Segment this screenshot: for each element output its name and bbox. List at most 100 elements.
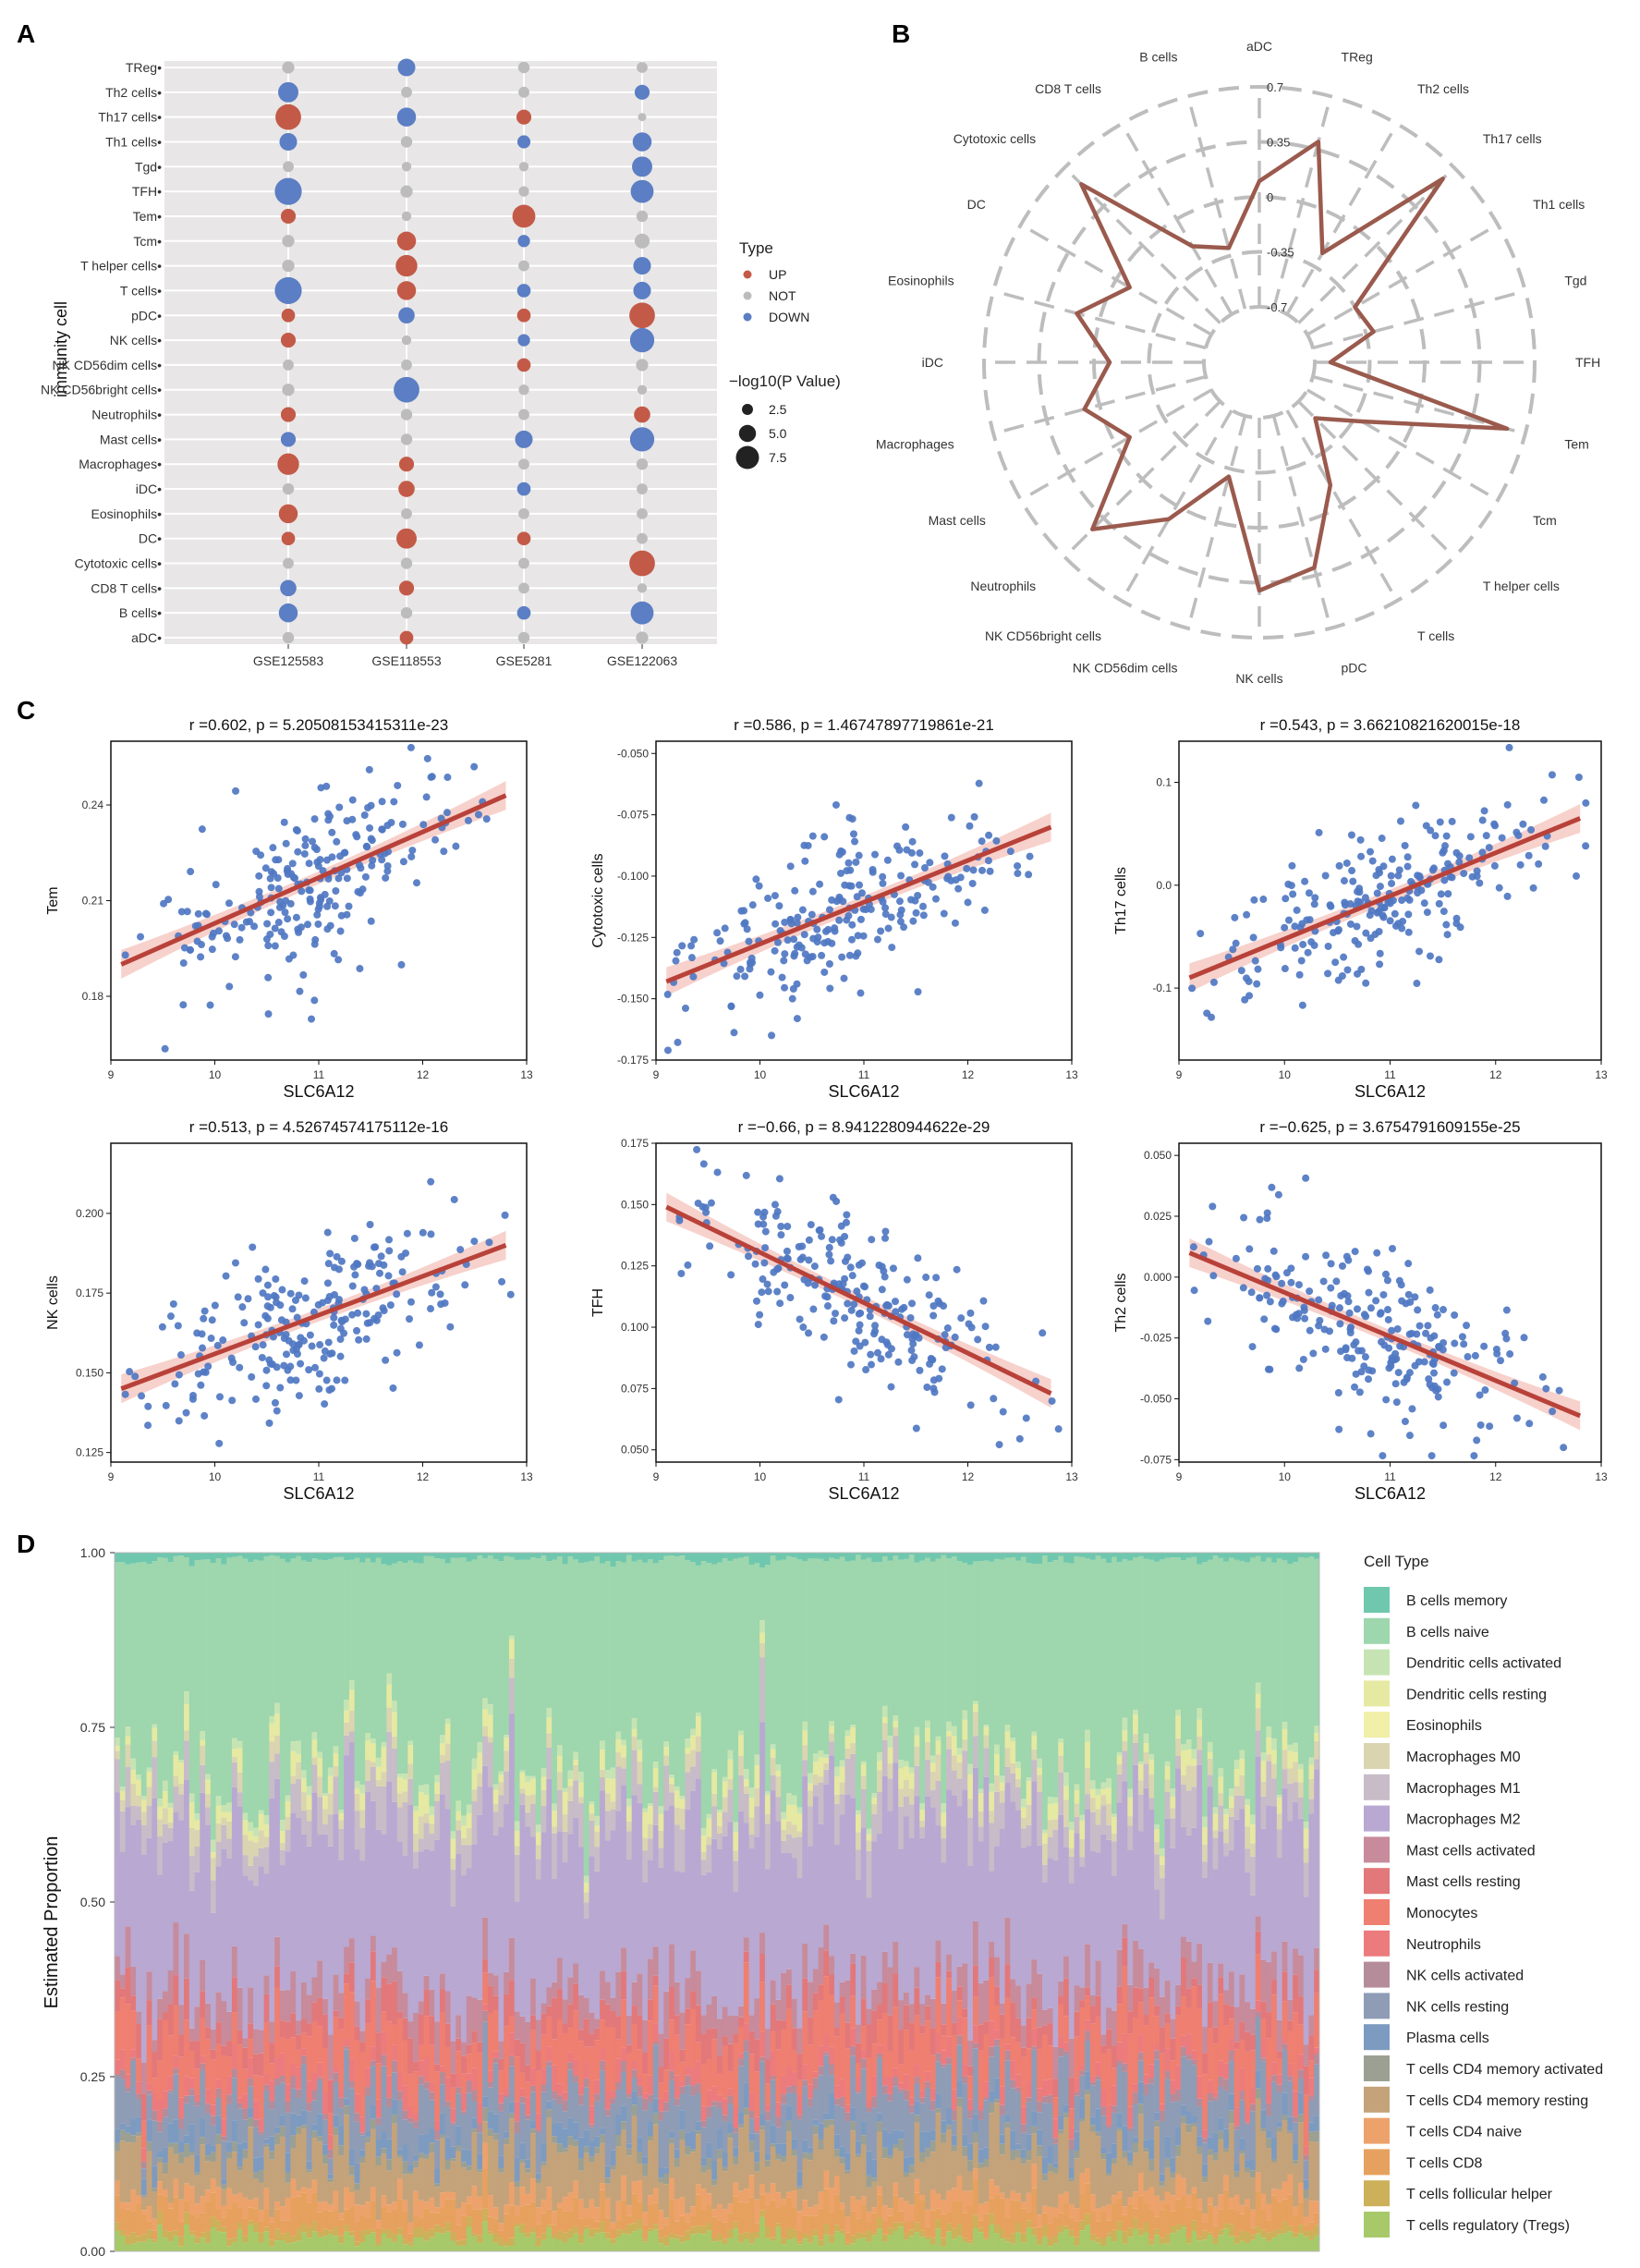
bar-segment [871,1841,878,1990]
bar-segment [200,1991,206,2018]
radar-spoke [1063,400,1221,558]
bar-segment [903,2157,910,2173]
bar-segment [306,1795,312,1810]
bar-segment [381,2195,387,2208]
data-point [1538,1372,1547,1381]
bar-segment [552,2225,558,2236]
bar-segment [839,1996,845,2014]
data-point [1205,1238,1213,1246]
bar-segment [386,2159,393,2171]
data-point [800,841,808,849]
bar-segment [173,2230,179,2237]
bar-segment [738,1774,745,1811]
bar-segment [610,2103,616,2151]
data-point [461,1281,469,1289]
bar-segment [791,1805,797,1825]
bar-segment [925,1720,931,1728]
bar-segment [833,2225,841,2232]
bar-segment [210,2116,216,2126]
bar-segment [567,1779,574,1786]
bar-segment [205,2039,212,2090]
data-point [328,1349,336,1358]
bar-segment [296,2034,302,2050]
bar-segment [210,1912,216,2030]
bar-segment [881,2220,888,2235]
bar-segment [893,1553,899,1556]
bar-segment [333,1766,339,1777]
bar-segment [808,2160,814,2208]
bar-segment [727,1560,734,1750]
bar-segment [786,2239,793,2251]
bar-segment [556,1553,563,1557]
bar-segment [663,1555,670,1742]
data-point [1403,1375,1411,1384]
bar-segment [812,2204,819,2216]
bar-segment [140,1824,147,1855]
bar-segment [685,1553,691,1561]
data-point [1022,1414,1030,1422]
data-point [320,1354,328,1362]
data-point [1468,872,1476,881]
data-point [809,1305,818,1313]
bar-segment [504,1555,510,1735]
bar-segment [925,1741,931,1760]
bar-segment [594,2079,601,2094]
data-point [1245,992,1254,1000]
bar-segment [210,2125,216,2146]
data-point [144,1402,152,1410]
bar-segment [631,2091,638,2105]
data-point [362,1310,371,1318]
correlation-scatter-grid: r =0.602, p = 5.20508153415311e-23TemSLC… [45,716,1608,1503]
bar-segment [887,2227,893,2236]
data-point [784,936,792,945]
bar-segment [577,2041,585,2087]
bar-segment [594,1847,601,1872]
bar-segment [205,2089,212,2104]
bar-segment [860,2049,867,2059]
data-point [1341,901,1349,909]
dot-mast-cells-gse125583 [280,432,297,447]
bar-segment [269,1798,275,2022]
bar-segment [392,1553,398,1564]
bar-segment [386,2212,393,2230]
bar-segment [573,2059,579,2076]
bar-segment [833,2104,841,2135]
bar-segment [279,1820,285,1832]
dot-t-cells-gse5281 [516,284,531,298]
bar-segment [839,1814,845,1982]
data-point [382,873,390,882]
data-point [1348,867,1356,875]
data-point [398,1268,407,1276]
bar-segment [856,2024,862,2043]
bar-segment [833,2176,841,2195]
bar-segment [434,2168,441,2184]
data-point [121,1390,129,1398]
data-point [1478,848,1487,857]
bar-segment [311,2072,318,2091]
bar-segment [860,2121,867,2136]
bar-segment [487,1555,493,1705]
bar-segment [354,2204,360,2222]
data-point [908,1357,917,1365]
data-point [1319,1277,1328,1286]
bar-segment [637,1559,643,1740]
bar-segment [615,1971,622,2017]
bar-segment [130,2135,137,2143]
bar-segment [439,1754,446,1763]
bar-segment [541,1776,547,1790]
dataset-label: GSE118553 [371,653,441,668]
data-point [1442,921,1451,929]
bar-segment [764,2029,771,2060]
data-point [907,1347,916,1355]
bar-segment [365,2142,371,2202]
bar-segment [903,2005,910,2030]
bar-segment [727,2095,734,2104]
bar-segment [743,1553,749,1557]
x-tick-label: 10 [209,1068,222,1081]
bar-segment [338,2125,345,2146]
data-point [182,1408,190,1417]
data-point [298,887,306,896]
bar-segment [573,1983,579,2011]
bar-segment [348,2057,355,2081]
